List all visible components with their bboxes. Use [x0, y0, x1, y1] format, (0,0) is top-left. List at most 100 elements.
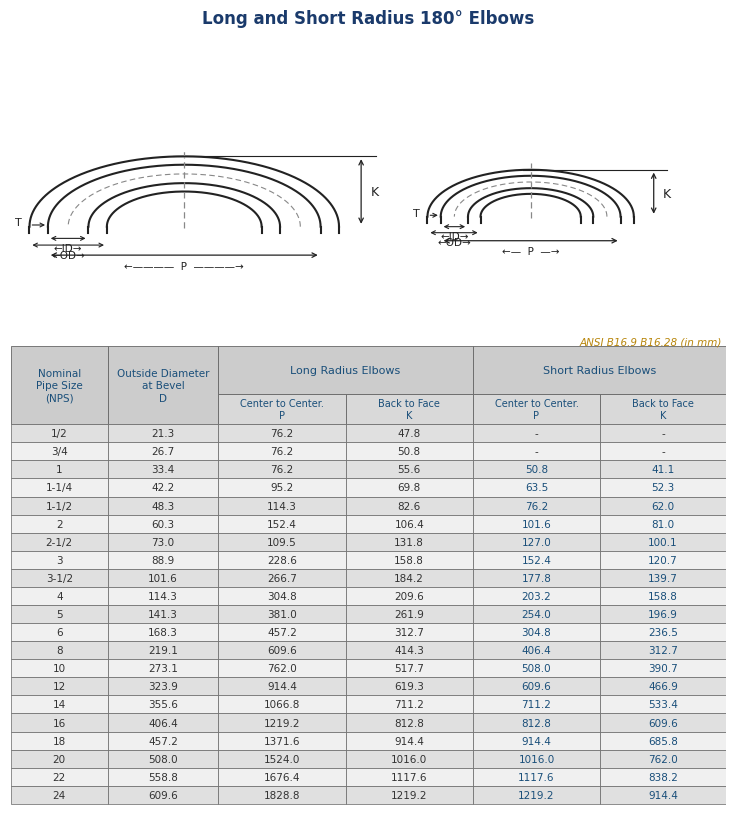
- Text: 5: 5: [56, 609, 63, 619]
- Text: 16: 16: [52, 717, 66, 727]
- Text: 63.5: 63.5: [525, 483, 548, 493]
- Bar: [218, 750, 346, 767]
- Bar: [346, 696, 473, 714]
- Text: 196.9: 196.9: [648, 609, 678, 619]
- Text: 73.0: 73.0: [151, 537, 175, 547]
- Bar: [346, 587, 473, 605]
- Bar: [218, 395, 346, 425]
- Text: 55.6: 55.6: [398, 465, 421, 475]
- Text: 131.8: 131.8: [394, 537, 425, 547]
- Bar: [473, 767, 600, 786]
- Bar: [346, 677, 473, 696]
- Text: 711.2: 711.2: [394, 700, 425, 710]
- Bar: [218, 533, 346, 551]
- Text: 42.2: 42.2: [151, 483, 175, 493]
- Bar: [11, 461, 108, 479]
- Text: 127.0: 127.0: [522, 537, 551, 547]
- Text: 1676.4: 1676.4: [264, 772, 300, 782]
- Bar: [108, 786, 218, 804]
- Bar: [218, 461, 346, 479]
- Text: 177.8: 177.8: [522, 573, 551, 584]
- Text: 76.2: 76.2: [270, 429, 293, 439]
- Text: 406.4: 406.4: [148, 717, 178, 727]
- Bar: [108, 732, 218, 750]
- Text: 24: 24: [52, 790, 66, 800]
- Text: 304.8: 304.8: [522, 627, 551, 637]
- Bar: [600, 767, 726, 786]
- Bar: [346, 425, 473, 443]
- Text: 47.8: 47.8: [398, 429, 421, 439]
- Bar: [473, 551, 600, 569]
- Bar: [108, 347, 218, 425]
- Text: 1371.6: 1371.6: [264, 736, 300, 746]
- Bar: [473, 786, 600, 804]
- Text: 236.5: 236.5: [648, 627, 678, 637]
- Text: Nominal
Pipe Size
(NPS): Nominal Pipe Size (NPS): [36, 369, 83, 403]
- Text: 88.9: 88.9: [151, 555, 175, 565]
- Text: 508.0: 508.0: [522, 664, 551, 674]
- Text: ANSI B16.9 B16.28 (in mm): ANSI B16.9 B16.28 (in mm): [580, 338, 722, 348]
- Bar: [346, 443, 473, 461]
- Text: 312.7: 312.7: [394, 627, 425, 637]
- Text: 20: 20: [53, 754, 66, 764]
- Bar: [600, 479, 726, 497]
- Text: 838.2: 838.2: [648, 772, 678, 782]
- Text: 533.4: 533.4: [648, 700, 678, 710]
- Text: 3-1/2: 3-1/2: [46, 573, 73, 584]
- Text: 609.6: 609.6: [267, 645, 297, 655]
- Text: 381.0: 381.0: [267, 609, 297, 619]
- Text: 120.7: 120.7: [648, 555, 678, 565]
- Text: 1016.0: 1016.0: [518, 754, 555, 764]
- Text: ←ID→: ←ID→: [440, 232, 469, 242]
- Bar: [218, 786, 346, 804]
- Text: 323.9: 323.9: [148, 681, 178, 691]
- Bar: [218, 569, 346, 587]
- Text: ←OD→: ←OD→: [52, 251, 85, 261]
- Bar: [346, 714, 473, 732]
- Text: 52.3: 52.3: [652, 483, 674, 493]
- Bar: [473, 624, 600, 641]
- Text: 114.3: 114.3: [267, 501, 297, 511]
- Bar: [600, 497, 726, 515]
- Bar: [346, 497, 473, 515]
- Bar: [108, 605, 218, 624]
- Text: 1828.8: 1828.8: [264, 790, 300, 800]
- Bar: [218, 714, 346, 732]
- Bar: [218, 587, 346, 605]
- Text: 1-1/4: 1-1/4: [46, 483, 73, 493]
- Text: 69.8: 69.8: [398, 483, 421, 493]
- Bar: [108, 461, 218, 479]
- Bar: [218, 641, 346, 660]
- Text: Back to Face
K: Back to Face K: [632, 399, 694, 421]
- Bar: [218, 347, 473, 395]
- Bar: [108, 624, 218, 641]
- Text: 10: 10: [53, 664, 66, 674]
- Text: 101.6: 101.6: [522, 519, 551, 529]
- Bar: [11, 347, 108, 425]
- Text: 81.0: 81.0: [652, 519, 674, 529]
- Bar: [11, 624, 108, 641]
- Bar: [473, 515, 600, 533]
- Bar: [346, 551, 473, 569]
- Text: 685.8: 685.8: [648, 736, 678, 746]
- Bar: [11, 660, 108, 677]
- Bar: [218, 677, 346, 696]
- Bar: [600, 641, 726, 660]
- Bar: [473, 533, 600, 551]
- Bar: [473, 605, 600, 624]
- Bar: [600, 443, 726, 461]
- Bar: [108, 425, 218, 443]
- Bar: [11, 479, 108, 497]
- Bar: [346, 750, 473, 767]
- Bar: [473, 497, 600, 515]
- Bar: [218, 425, 346, 443]
- Text: K: K: [663, 187, 671, 201]
- Text: 152.4: 152.4: [522, 555, 551, 565]
- Bar: [11, 533, 108, 551]
- Bar: [108, 569, 218, 587]
- Text: 812.8: 812.8: [522, 717, 551, 727]
- Bar: [346, 605, 473, 624]
- Bar: [11, 767, 108, 786]
- Bar: [108, 714, 218, 732]
- Bar: [600, 569, 726, 587]
